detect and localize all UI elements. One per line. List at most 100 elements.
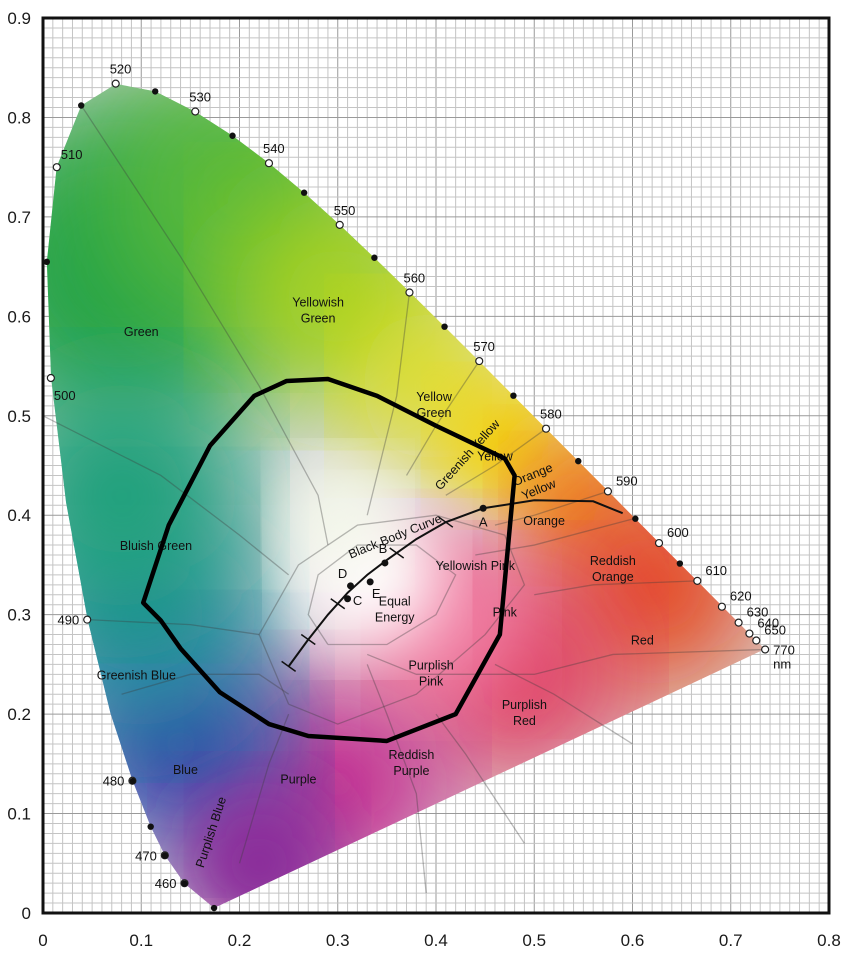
x-tick-label: 0.6 xyxy=(621,931,645,950)
locus-dot xyxy=(676,560,684,567)
locus-dot xyxy=(78,102,85,109)
wavelength-label: 630 xyxy=(747,605,769,620)
wavelength-marker xyxy=(541,424,551,433)
y-tick-label: 0 xyxy=(22,904,31,923)
region-label: Red xyxy=(631,634,654,648)
locus-dot xyxy=(510,392,517,399)
wavelength-label: 550 xyxy=(334,203,356,218)
locus-dot xyxy=(43,258,51,266)
illuminant-dot xyxy=(479,504,487,512)
x-tick-label: 0.1 xyxy=(129,931,153,950)
region-boundary-line xyxy=(366,292,411,516)
region-boundary-line xyxy=(307,544,457,646)
region-label: Orange xyxy=(523,514,565,528)
locus-dot xyxy=(229,132,236,139)
illuminant-dot xyxy=(366,578,374,586)
black-body-curve-line xyxy=(287,499,624,667)
wavelength-label: 500 xyxy=(54,388,76,403)
region-label: Purple xyxy=(280,773,316,787)
region-label: Purplish Pink xyxy=(409,658,454,688)
wavelength-label: 560 xyxy=(403,270,425,285)
illuminant-label: D xyxy=(338,566,347,581)
wavelength-marker xyxy=(191,107,200,116)
region-label: Bluish Green xyxy=(120,539,192,553)
color-gradient-group xyxy=(46,83,765,909)
x-tick-label: 0.3 xyxy=(326,931,350,950)
region-boundary-line xyxy=(366,648,766,675)
illuminant-label: B xyxy=(379,541,388,556)
color-blob xyxy=(46,375,242,616)
illuminant-dot xyxy=(344,595,352,603)
wavelength-marker xyxy=(693,576,702,585)
wavelength-marker xyxy=(761,645,770,654)
region-boundaries xyxy=(42,105,766,894)
y-tick-label: 0.7 xyxy=(7,208,31,227)
wavelength-label: 470 xyxy=(135,848,157,863)
region-boundary-line xyxy=(80,105,329,546)
y-tick-label: 0.4 xyxy=(7,506,31,525)
gamut-outline-path xyxy=(140,376,517,744)
wavelength-marker xyxy=(111,79,120,88)
region-label: Yellowish Green xyxy=(292,295,344,325)
wavelength-label: 590 xyxy=(616,473,638,488)
locus-dot xyxy=(152,88,159,95)
wavelength-label: 490 xyxy=(58,613,80,628)
y-tick-label: 0.9 xyxy=(7,9,31,28)
wavelength-markers: 460 470 480 490 500 510 520 530 540 550 560 570 580 5… xyxy=(43,62,795,912)
x-tick-label: 0.7 xyxy=(719,931,743,950)
x-tick-label: 0.8 xyxy=(817,931,841,950)
y-tick-label: 0.3 xyxy=(7,606,31,625)
black-body-tick xyxy=(438,516,454,528)
wavelength-label: 610 xyxy=(705,563,727,578)
wavelength-label: 770 xyxy=(773,642,795,657)
black-body-tick xyxy=(281,660,297,672)
illuminant-label: A xyxy=(479,514,488,529)
region-boundary-line xyxy=(87,618,260,636)
wavelength-label: 650 xyxy=(764,623,786,638)
region-label: Green xyxy=(124,325,159,339)
black-body-tick xyxy=(389,547,405,559)
region-boundary-line xyxy=(42,415,290,576)
y-tick-label: 0.5 xyxy=(7,407,31,426)
region-boundary-line xyxy=(121,673,289,695)
region-boundary-line xyxy=(238,713,290,864)
spectral-locus-fill xyxy=(46,83,765,909)
region-boundary-line xyxy=(258,514,526,725)
y-tick-label: 0.2 xyxy=(7,705,31,724)
wavelength-marker xyxy=(52,163,61,172)
locus-dot xyxy=(575,457,582,465)
region-label: Yellowish Pink xyxy=(436,559,516,573)
wavelength-marker xyxy=(264,159,274,168)
wavelength-marker xyxy=(752,636,761,645)
wavelength-marker xyxy=(603,487,613,496)
wavelength-label: 520 xyxy=(110,62,132,77)
plot-frame xyxy=(41,16,831,915)
region-label: Equal Energy xyxy=(375,595,415,625)
wavelength-marker xyxy=(734,618,743,627)
region-boundary-line xyxy=(435,713,525,844)
locus-dot xyxy=(632,515,639,522)
region-boundary-line xyxy=(366,664,427,894)
region-boundary-line xyxy=(475,517,636,556)
illuminant-label: C xyxy=(353,593,362,608)
wavelength-label: 530 xyxy=(189,89,211,104)
wavelength-label: 510 xyxy=(61,147,83,162)
black-body-tick xyxy=(300,633,316,646)
y-tick-label: 0.8 xyxy=(7,108,31,127)
locus-dot xyxy=(371,254,378,261)
locus-dot xyxy=(300,189,308,196)
illuminant-points: A B CD E xyxy=(338,504,488,608)
y-tick-label: 0.6 xyxy=(7,307,31,326)
illuminant-dot xyxy=(381,559,389,567)
region-boundary-line xyxy=(494,663,633,745)
wavelength-marker xyxy=(475,356,484,366)
illuminant-dot xyxy=(347,582,355,590)
axis-ticks: 0 0.1 0.2 0.3 0.4 0.5 0.6 0.7 0.8 0 0.1 0.2 0.3 0.4 0.… xyxy=(7,9,840,950)
wavelength-label: 480 xyxy=(103,774,125,789)
illuminant-label: E xyxy=(372,586,381,601)
region-label: Greenish Blue xyxy=(97,668,176,682)
wavelength-label: 460 xyxy=(155,876,177,891)
region-label: Reddish Orange xyxy=(590,554,636,584)
x-tick-label: 0.2 xyxy=(228,931,252,950)
